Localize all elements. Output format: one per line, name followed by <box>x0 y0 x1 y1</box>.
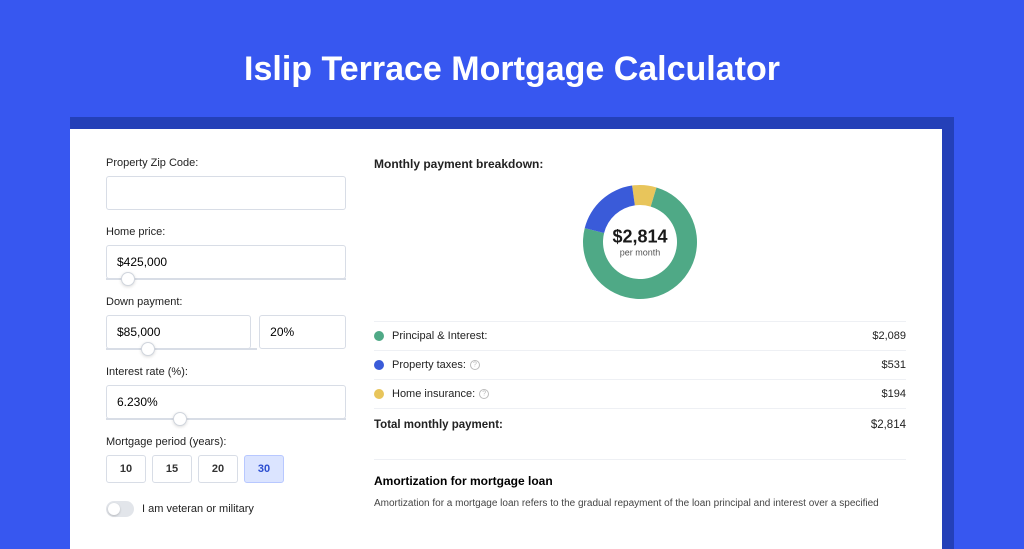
breakdown-row: Home insurance:$194 <box>374 379 906 408</box>
veteran-toggle-label: I am veteran or military <box>142 503 254 515</box>
mortgage-period-label: Mortgage period (years): <box>106 436 346 448</box>
amortization-text: Amortization for a mortgage loan refers … <box>374 496 906 511</box>
total-row: Total monthly payment: $2,814 <box>374 408 906 441</box>
home-price-label: Home price: <box>106 226 346 238</box>
down-payment-amount-input[interactable] <box>106 315 251 349</box>
breakdown-row-label: Home insurance: <box>392 388 882 400</box>
down-payment-field-group: Down payment: <box>106 296 346 350</box>
info-icon[interactable] <box>479 389 489 399</box>
down-payment-label: Down payment: <box>106 296 346 308</box>
interest-rate-slider-thumb[interactable] <box>173 412 187 426</box>
mortgage-period-field-group: Mortgage period (years): 10152030 <box>106 436 346 483</box>
breakdown-row-label: Principal & Interest: <box>392 330 872 342</box>
zip-input[interactable] <box>106 176 346 210</box>
info-icon[interactable] <box>470 360 480 370</box>
legend-dot <box>374 331 384 341</box>
payment-donut-chart: $2,814 per month <box>581 183 699 301</box>
breakdown-row-value: $2,089 <box>872 330 906 342</box>
home-price-field-group: Home price: <box>106 226 346 280</box>
breakdown-row: Principal & Interest:$2,089 <box>374 321 906 350</box>
legend-dot <box>374 389 384 399</box>
calculator-card: Property Zip Code: Home price: Down paym… <box>70 129 942 549</box>
amortization-heading: Amortization for mortgage loan <box>374 459 906 488</box>
period-button-30[interactable]: 30 <box>244 455 284 483</box>
home-price-slider-thumb[interactable] <box>121 272 135 286</box>
card-shadow: Property Zip Code: Home price: Down paym… <box>70 117 954 549</box>
breakdown-heading: Monthly payment breakdown: <box>374 157 906 171</box>
breakdown-row-value: $194 <box>882 388 906 400</box>
breakdown-row-label: Property taxes: <box>392 359 882 371</box>
breakdown-row-value: $531 <box>882 359 906 371</box>
interest-rate-field-group: Interest rate (%): <box>106 366 346 420</box>
veteran-toggle[interactable] <box>106 501 134 517</box>
zip-field-group: Property Zip Code: <box>106 157 346 210</box>
period-button-15[interactable]: 15 <box>152 455 192 483</box>
period-button-10[interactable]: 10 <box>106 455 146 483</box>
total-value: $2,814 <box>871 419 906 431</box>
home-price-input[interactable] <box>106 245 346 279</box>
veteran-toggle-row: I am veteran or military <box>106 501 346 517</box>
donut-center-sub: per month <box>612 248 667 258</box>
total-label: Total monthly payment: <box>374 419 871 431</box>
form-column: Property Zip Code: Home price: Down paym… <box>106 157 346 549</box>
interest-rate-input[interactable] <box>106 385 346 419</box>
down-payment-percent-input[interactable] <box>259 315 346 349</box>
zip-label: Property Zip Code: <box>106 157 346 169</box>
down-payment-slider-thumb[interactable] <box>141 342 155 356</box>
legend-dot <box>374 360 384 370</box>
breakdown-row: Property taxes:$531 <box>374 350 906 379</box>
down-payment-slider[interactable] <box>106 348 257 350</box>
donut-center-amount: $2,814 <box>612 227 667 248</box>
interest-rate-label: Interest rate (%): <box>106 366 346 378</box>
donut-container: $2,814 per month <box>374 183 906 301</box>
period-button-20[interactable]: 20 <box>198 455 238 483</box>
interest-rate-slider[interactable] <box>106 418 346 420</box>
page-title: Islip Terrace Mortgage Calculator <box>70 50 954 89</box>
home-price-slider[interactable] <box>106 278 346 280</box>
breakdown-column: Monthly payment breakdown: $2,814 per mo… <box>374 157 906 549</box>
